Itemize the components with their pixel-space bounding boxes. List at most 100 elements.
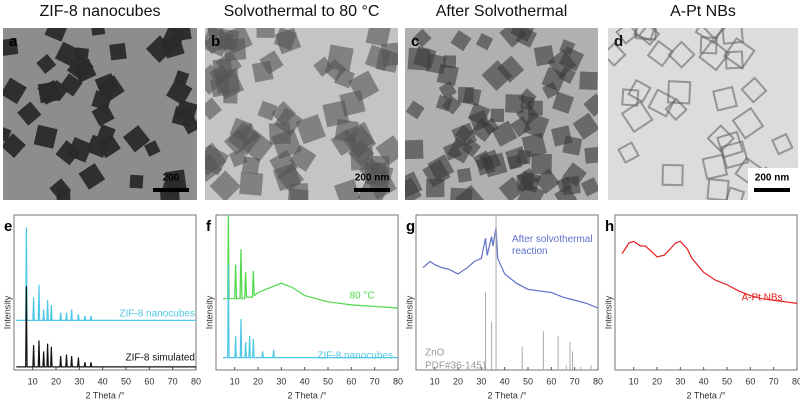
- particle: [634, 28, 658, 41]
- particle: [608, 42, 627, 67]
- particle: [209, 170, 241, 200]
- particle: [322, 100, 350, 128]
- particle: [256, 28, 275, 38]
- x-tick-label: 10: [28, 376, 38, 386]
- particle: [205, 34, 224, 55]
- particle: [475, 32, 494, 51]
- x-tick-label: 60: [745, 376, 755, 386]
- particle: [579, 71, 598, 91]
- particle: [348, 70, 380, 102]
- series-label: ZIF-8 nanocubes: [119, 309, 195, 320]
- particle: [712, 85, 738, 112]
- particle: [161, 35, 185, 59]
- particle: [334, 178, 361, 200]
- particle: [572, 112, 598, 140]
- particles: [3, 28, 197, 200]
- particle: [455, 184, 485, 200]
- x-axis-label: 2 Theta /°: [488, 390, 527, 400]
- particle: [109, 42, 127, 61]
- x-tick-label: 60: [346, 376, 356, 386]
- particle: [731, 106, 765, 140]
- particle: [129, 174, 144, 189]
- particle: [467, 102, 491, 126]
- panel-letter: a: [9, 33, 18, 50]
- particle: [724, 50, 744, 70]
- x-tick-label: 40: [300, 376, 310, 386]
- particle: [295, 114, 326, 145]
- particle: [722, 36, 756, 70]
- particle: [771, 132, 794, 156]
- particle: [17, 101, 42, 126]
- x-tick-label: 60: [546, 376, 556, 386]
- particle: [627, 78, 652, 104]
- particle: [661, 163, 684, 187]
- x-tick-label: 70: [370, 376, 380, 386]
- x-tick-label: 70: [168, 376, 178, 386]
- x-axis-label: 2 Theta /°: [86, 390, 125, 400]
- particle: [90, 28, 106, 36]
- particle: [289, 183, 309, 200]
- particle: [475, 155, 496, 176]
- plot-frame: [614, 214, 798, 371]
- particle: [442, 141, 462, 161]
- x-tick-label: 80: [593, 376, 603, 386]
- xrd-curve: [223, 264, 398, 359]
- x-tick-label: 50: [323, 376, 333, 386]
- particle: [166, 78, 193, 106]
- annotation: PDF#36-1451: [425, 361, 488, 372]
- particle: [706, 124, 735, 153]
- particle: [533, 45, 555, 67]
- panel-letter: e: [4, 218, 12, 235]
- x-tick-label: 40: [98, 376, 108, 386]
- particle: [205, 144, 229, 176]
- x-tick-label: 20: [51, 376, 61, 386]
- xrd-curve: [422, 227, 599, 309]
- particle: [441, 94, 462, 115]
- series-label-box: After solvothermal reaction: [512, 234, 593, 257]
- particle: [228, 148, 248, 168]
- particle: [702, 28, 726, 40]
- plot-frame: [415, 214, 599, 371]
- y-axis-label: Intensity: [204, 295, 214, 329]
- particle: [490, 108, 505, 123]
- x-tick-label: 60: [144, 376, 154, 386]
- particle: [172, 28, 192, 42]
- particle: [357, 176, 389, 200]
- x-tick-label: 80: [393, 376, 403, 386]
- particle: [205, 28, 225, 38]
- particle: [481, 117, 500, 136]
- particle: [720, 140, 750, 170]
- xrd-curve: [223, 214, 399, 309]
- particle: [724, 186, 746, 200]
- scale-box: [748, 168, 798, 200]
- particle: [364, 44, 392, 72]
- particle: [405, 100, 425, 120]
- particle: [558, 66, 576, 84]
- panel-title: A-Pt NBs: [670, 3, 736, 20]
- particle: [59, 73, 83, 97]
- x-tick-label: 50: [523, 376, 533, 386]
- xrd-curve: [16, 227, 196, 321]
- particle: [667, 40, 696, 69]
- particle: [701, 153, 729, 181]
- particle: [438, 81, 457, 100]
- particle: [443, 55, 457, 69]
- panel-title: After Solvothermal: [436, 3, 568, 20]
- particle: [350, 147, 374, 171]
- particle: [227, 121, 262, 156]
- panel-letter: b: [211, 33, 220, 50]
- particle: [239, 171, 264, 196]
- particle: [181, 116, 197, 135]
- particle: [519, 170, 542, 193]
- x-tick-label: 20: [652, 376, 662, 386]
- particle: [461, 138, 481, 158]
- particle: [273, 28, 297, 51]
- x-tick-label: 70: [570, 376, 580, 386]
- particle: [91, 103, 115, 127]
- particle: [499, 28, 528, 48]
- particle: [3, 38, 19, 56]
- particle: [617, 141, 640, 164]
- particle: [3, 125, 12, 143]
- y-axis-label: Intensity: [2, 295, 12, 329]
- particle: [405, 139, 424, 160]
